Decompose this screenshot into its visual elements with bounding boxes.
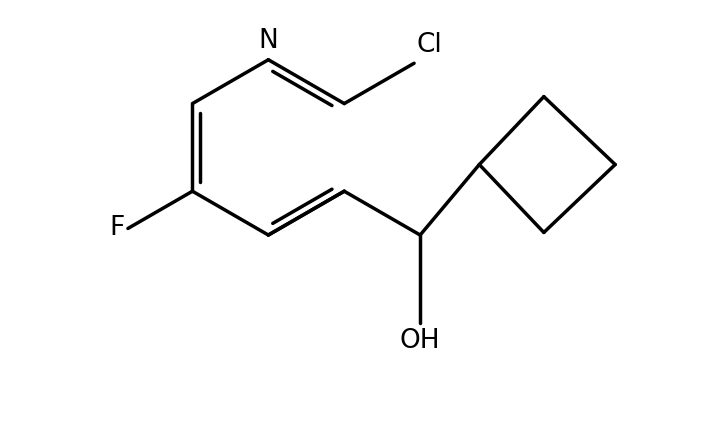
Text: F: F <box>109 215 124 241</box>
Text: N: N <box>258 29 278 54</box>
Text: OH: OH <box>400 328 441 354</box>
Text: Cl: Cl <box>416 32 442 58</box>
